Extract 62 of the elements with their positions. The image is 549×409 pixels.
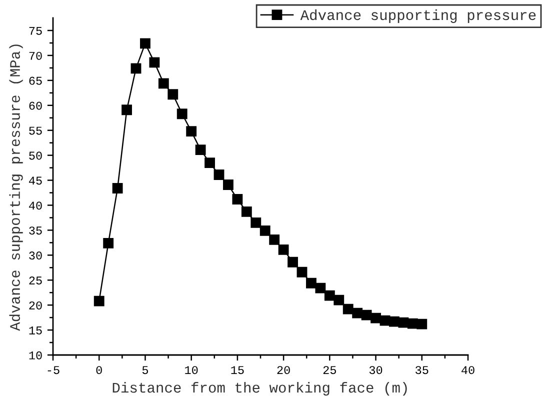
y-tick-label: 60 xyxy=(29,102,42,110)
y-tick-label: 35 xyxy=(29,226,42,235)
point xyxy=(204,158,215,168)
point xyxy=(241,206,252,217)
point xyxy=(176,108,188,120)
x-tick-label: 30 xyxy=(369,366,382,374)
y-tick-label: 20 xyxy=(29,301,42,310)
point xyxy=(416,318,428,330)
point xyxy=(103,238,114,248)
point xyxy=(361,310,372,320)
point xyxy=(122,104,132,116)
point xyxy=(94,296,104,306)
y-tick-label: 40 xyxy=(29,202,42,210)
point xyxy=(306,278,316,288)
point xyxy=(278,244,289,255)
point xyxy=(158,78,169,89)
y-tick-label: 55 xyxy=(29,126,42,135)
x-tick-label: 15 xyxy=(231,366,244,374)
y-tick-label: 50 xyxy=(29,152,42,160)
x-tick-label: 40 xyxy=(462,366,474,374)
y-tick-label: 10 xyxy=(29,351,42,360)
point xyxy=(315,282,326,294)
point xyxy=(112,183,123,194)
point xyxy=(296,266,308,278)
point xyxy=(269,234,280,245)
point xyxy=(149,57,160,68)
point xyxy=(250,217,262,228)
point xyxy=(334,294,344,306)
point xyxy=(324,290,335,301)
x-axis-title: Distance from the working face (m) xyxy=(112,382,407,396)
point xyxy=(370,312,381,324)
point xyxy=(140,38,150,49)
y-tick-label: 75 xyxy=(29,26,42,35)
x-tick-label: -5 xyxy=(48,366,60,374)
y-axis-title: Advance supporting pressure (MPa) xyxy=(9,44,23,331)
point xyxy=(168,89,178,100)
x-tick-label: 20 xyxy=(277,366,290,374)
x-tick-label: 0 xyxy=(96,366,102,374)
legend-label: Advance supporting pressure xyxy=(300,9,536,23)
point xyxy=(342,304,354,314)
y-tick-label: 30 xyxy=(29,252,42,260)
y-tick-label: 45 xyxy=(29,176,42,185)
y-tick-label: 25 xyxy=(29,276,42,285)
point xyxy=(214,170,224,180)
x-tick-label: 25 xyxy=(323,366,336,374)
point xyxy=(398,317,409,328)
x-tick-label: 10 xyxy=(185,366,198,374)
y-tick-label: 70 xyxy=(29,52,42,60)
point xyxy=(260,225,270,236)
point xyxy=(223,180,234,190)
y-tick-label: 15 xyxy=(29,326,42,334)
point xyxy=(288,256,298,268)
point xyxy=(380,315,390,326)
x-tick-label: 5 xyxy=(142,366,148,374)
point xyxy=(195,144,206,156)
point xyxy=(352,308,363,318)
point xyxy=(186,126,197,137)
y-tick-label: 65 xyxy=(29,76,42,85)
point xyxy=(130,63,142,74)
x-tick-label: 35 xyxy=(416,366,428,374)
point xyxy=(232,194,243,204)
point xyxy=(389,316,400,327)
